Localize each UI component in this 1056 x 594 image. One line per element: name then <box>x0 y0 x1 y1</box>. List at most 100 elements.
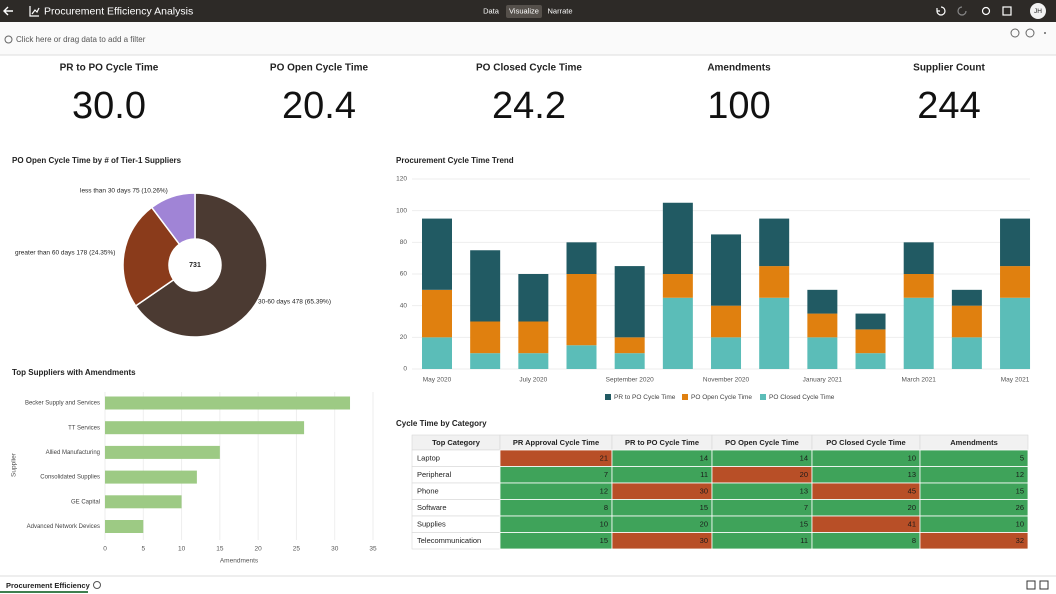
cell-value: 32 <box>1016 536 1024 545</box>
chart-title: Top Suppliers with Amendments <box>12 368 136 377</box>
value-cell <box>499 499 613 517</box>
slice-label: less than 30 days 75 (10.26%) <box>80 188 168 195</box>
cell-value: 12 <box>600 487 608 496</box>
cell-value: 11 <box>800 536 808 545</box>
legend-swatch <box>605 394 611 400</box>
bar-segment <box>566 274 597 346</box>
value-cell <box>919 515 1029 533</box>
table-title: Cycle Time by Category <box>396 419 487 428</box>
value-cell <box>711 515 813 533</box>
row-category: Software <box>417 503 447 512</box>
y-tick-label: 80 <box>400 239 408 246</box>
bar-segment <box>807 313 838 338</box>
value-cell <box>499 482 613 500</box>
cell-value: 12 <box>1016 470 1024 479</box>
bar-segment <box>566 242 597 274</box>
bar-segment <box>518 274 549 322</box>
bar-segment <box>711 234 742 306</box>
refresh-icon[interactable] <box>1025 28 1035 38</box>
x-tick-label: March 2021 <box>902 377 937 384</box>
bar-segment <box>662 297 693 369</box>
menu-icon[interactable] <box>1044 32 1046 34</box>
x-axis-label: Amendments <box>220 558 259 565</box>
value-cell <box>811 449 921 467</box>
page-tab-underline <box>0 591 88 593</box>
bar-segment <box>614 337 645 354</box>
kpi-label: PO Open Cycle Time <box>270 63 369 74</box>
y-tick-label: 20 <box>400 334 408 341</box>
x-tick-label: 30 <box>331 546 339 553</box>
cell-value: 30 <box>700 487 708 496</box>
add-filter-icon[interactable] <box>4 35 13 44</box>
cell-value: 26 <box>1016 503 1024 512</box>
value-cell <box>611 532 713 550</box>
bar-segment <box>518 321 549 354</box>
kpi-label: PR to PO Cycle Time <box>60 63 159 74</box>
app-title: Procurement Efficiency Analysis <box>44 5 193 17</box>
bar <box>105 445 220 459</box>
user-initials: JH <box>1034 8 1042 15</box>
page-tab[interactable]: Procurement Efficiency <box>6 581 91 590</box>
value-cell <box>499 449 613 467</box>
bar-segment <box>903 274 934 298</box>
bar-segment <box>470 250 501 322</box>
value-cell <box>611 499 713 517</box>
bar-segment <box>422 218 452 290</box>
x-tick-label: January 2021 <box>803 377 843 384</box>
bar-segment <box>855 353 886 369</box>
value-cell <box>811 482 921 500</box>
back-button[interactable] <box>3 6 13 16</box>
x-tick-label: 5 <box>141 546 145 553</box>
save-icon[interactable] <box>1002 6 1012 16</box>
user-avatar[interactable] <box>1030 3 1046 19</box>
y-tick-label: Consolidated Supplies <box>40 475 100 481</box>
nav-tab[interactable]: Data <box>483 6 500 15</box>
value-cell <box>711 449 813 467</box>
bar <box>105 396 351 410</box>
settings-icon[interactable] <box>1010 28 1020 38</box>
kpi-value: 100 <box>707 85 770 127</box>
column-header: PO Open Cycle Time <box>725 438 799 447</box>
column-header: Amendments <box>950 438 998 447</box>
active-tab-bg <box>506 5 542 18</box>
add-page-button[interactable] <box>93 581 101 589</box>
cell-value: 7 <box>804 503 808 512</box>
cell-value: 11 <box>700 470 708 479</box>
row-category: Laptop <box>417 454 440 463</box>
x-tick-label: 15 <box>216 546 224 553</box>
nav-tab[interactable]: Narrate <box>547 6 572 15</box>
cell-value: 10 <box>1016 520 1024 529</box>
bar-segment <box>422 289 452 338</box>
nav-tab[interactable]: Visualize <box>509 6 539 15</box>
cell-value: 15 <box>800 520 808 529</box>
x-tick-label: May 2021 <box>1001 377 1030 384</box>
share-icon[interactable] <box>981 6 991 16</box>
value-cell <box>711 532 813 550</box>
layout-icon[interactable] <box>1026 580 1036 590</box>
bar-segment <box>855 329 886 354</box>
cell-value: 21 <box>600 454 608 463</box>
cell-value: 20 <box>908 503 916 512</box>
value-cell <box>499 515 613 533</box>
value-cell <box>811 532 921 550</box>
bar-segment <box>518 353 549 369</box>
value-cell <box>811 499 921 517</box>
slice-label: greater than 60 days 178 (24.35%) <box>15 250 115 257</box>
y-tick-label: Becker Supply and Services <box>25 401 100 407</box>
y-tick-label: 60 <box>400 271 408 278</box>
cell-value: 10 <box>600 520 608 529</box>
filter-bar[interactable] <box>0 22 1056 55</box>
app-icon <box>29 6 40 17</box>
column-header: Top Category <box>432 438 481 447</box>
cell-value: 20 <box>700 520 708 529</box>
undo-icon[interactable] <box>936 6 946 16</box>
layout-icon[interactable] <box>1039 580 1049 590</box>
cell-value: 15 <box>700 503 708 512</box>
y-tick-label: TT Services <box>68 425 100 431</box>
legend-label: PR to PO Cycle Time <box>614 394 676 401</box>
column-header: PR to PO Cycle Time <box>625 438 699 447</box>
y-tick-label: 0 <box>403 366 407 373</box>
cell-value: 30 <box>700 536 708 545</box>
value-cell <box>499 466 613 484</box>
y-tick-label: 120 <box>396 176 407 183</box>
